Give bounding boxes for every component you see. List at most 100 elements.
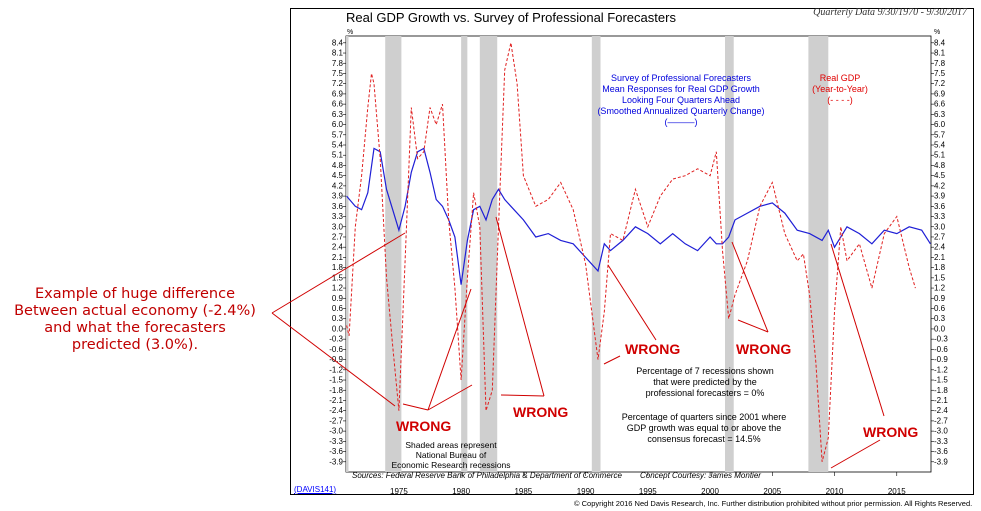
sources-note: Sources: Federal Reserve Bank of Philade… (352, 471, 622, 480)
unit-label-left: % (347, 29, 354, 36)
arrow-wrong-1b (427, 384, 473, 411)
y-tick-label: 1.5 (332, 273, 344, 282)
arrow-left-2 (271, 232, 406, 314)
y-tick-label: -0.6 (934, 345, 948, 354)
legend-spf-line: Mean Responses for Real GDP Growth (602, 84, 760, 94)
y-tick-label: 6.6 (332, 100, 344, 109)
note-line: Economic Research recessions (391, 460, 511, 470)
chart-code-link[interactable]: (DAVIS141) (294, 485, 337, 494)
arrow-wrong-3b (603, 355, 621, 365)
y-tick-label: -3.0 (329, 427, 343, 436)
y-tick-label: 7.5 (332, 69, 344, 78)
unit-label-right: % (934, 29, 941, 36)
recession-band (808, 36, 829, 472)
y-tick-label: -3.6 (329, 447, 343, 456)
stat-line: Percentage of 7 recessions shown (636, 366, 774, 376)
y-tick-label: -1.8 (934, 386, 948, 395)
y-tick-label: -0.3 (934, 335, 948, 344)
y-tick-label: -2.7 (934, 416, 948, 425)
y-tick-label: 5.1 (934, 151, 946, 160)
legend-spf: Survey of Professional Forecasters Mean … (586, 73, 776, 128)
y-tick-label: -2.4 (934, 406, 948, 415)
y-tick-label: 1.2 (934, 284, 946, 293)
stat-quarters: Percentage of quarters since 2001 where … (604, 412, 804, 445)
stat-line: Percentage of quarters since 2001 where (621, 412, 787, 422)
y-tick-label: 4.5 (934, 171, 946, 180)
arrow-wrong-2b (500, 394, 545, 397)
y-tick-label: 4.8 (934, 161, 946, 170)
y-tick-label: -2.1 (934, 396, 948, 405)
annotation-line: and what the forecasters (44, 320, 226, 336)
wrong-label-3: WRONG (625, 341, 681, 357)
recession-band (479, 36, 498, 472)
y-tick-label: 3.3 (934, 212, 946, 221)
legend-gdp-line: (Year-to-Year) (812, 84, 868, 94)
y-tick-label: 5.4 (332, 141, 344, 150)
y-tick-label: 8.4 (934, 38, 946, 47)
y-tick-label: -0.6 (329, 345, 343, 354)
recession-note: Shaded areas represent National Bureau o… (386, 440, 516, 470)
y-tick-label: 1.5 (934, 273, 946, 282)
recession-band (346, 36, 349, 472)
stat-line: that were predicted by the (653, 377, 757, 387)
y-tick-label: -3.9 (329, 457, 343, 466)
y-tick-label: 6.9 (332, 89, 344, 98)
y-tick-label: 0.0 (934, 324, 946, 333)
chart-title: Real GDP Growth vs. Survey of Profession… (346, 10, 676, 25)
y-tick-label: -1.2 (934, 365, 948, 374)
y-tick-label: 4.5 (332, 171, 344, 180)
stat-line: GDP growth was equal to or above the (626, 423, 782, 433)
annotation-arrows (271, 216, 885, 469)
y-tick-label: 3.3 (332, 212, 344, 221)
y-tick-label: 6.0 (934, 120, 946, 129)
y-tick-label: 8.1 (332, 49, 344, 58)
series-line-spf (346, 147, 931, 285)
y-tick-label: 7.8 (934, 59, 946, 68)
y-tick-label: 2.1 (934, 253, 946, 262)
y-tick-label: 3.9 (332, 192, 344, 201)
y-tick-label: 3.0 (934, 222, 946, 231)
y-tick-label: 6.0 (332, 120, 344, 129)
x-tick-label: 2005 (763, 487, 781, 496)
x-tick-label: 1985 (514, 487, 532, 496)
arrow-wrong-5a (830, 243, 885, 417)
y-tick-label: 5.4 (934, 141, 946, 150)
y-tick-label: -3.9 (934, 457, 948, 466)
stat-recessions: Percentage of 7 recessions shown that we… (610, 366, 800, 399)
x-tick-label: 1975 (390, 487, 408, 496)
note-line: Shaded areas represent (405, 440, 497, 450)
annotation-left: Example of huge difference Between actua… (0, 286, 270, 354)
arrow-wrong-2a (495, 216, 545, 397)
arrow-wrong-4a (731, 241, 769, 333)
wrong-label-5: WRONG (863, 424, 919, 440)
legend-gdp: Real GDP (Year-to-Year) (- - - -) (800, 73, 880, 106)
legend-spf-line: (Smoothed Annualized Quarterly Change) (597, 106, 765, 116)
y-tick-label: 3.6 (934, 202, 946, 211)
arrow-left-1 (271, 312, 396, 407)
x-tick-label: 2000 (701, 487, 719, 496)
y-tick-label: 2.1 (332, 253, 344, 262)
y-tick-label: 1.8 (934, 263, 946, 272)
y-tick-label: 2.4 (332, 243, 344, 252)
wrong-label-4: WRONG (736, 341, 792, 357)
arrow-wrong-5b (830, 439, 881, 469)
copyright-note: © Copyright 2016 Ned Davis Research, Inc… (574, 499, 973, 508)
y-tick-label: -3.3 (329, 437, 343, 446)
y-tick-label: -2.1 (329, 396, 343, 405)
y-tick-label: 7.2 (332, 79, 344, 88)
annotation-line: predicted (3.0%). (71, 337, 199, 353)
arrow-wrong-1a (402, 403, 429, 411)
y-tick-label: -3.6 (934, 447, 948, 456)
y-tick-label: 1.8 (332, 263, 344, 272)
y-tick-label: -0.3 (329, 335, 343, 344)
y-tick-label: 7.5 (934, 69, 946, 78)
y-tick-label: 1.2 (332, 284, 344, 293)
arrow-wrong-3a (607, 264, 657, 341)
y-tick-label: 0.3 (332, 314, 344, 323)
chart-frame (290, 8, 974, 495)
y-tick-label: 4.2 (332, 181, 344, 190)
y-tick-label: -0.9 (934, 355, 948, 364)
wrong-label-1: WRONG (396, 418, 452, 434)
y-tick-label: -3.3 (934, 437, 948, 446)
